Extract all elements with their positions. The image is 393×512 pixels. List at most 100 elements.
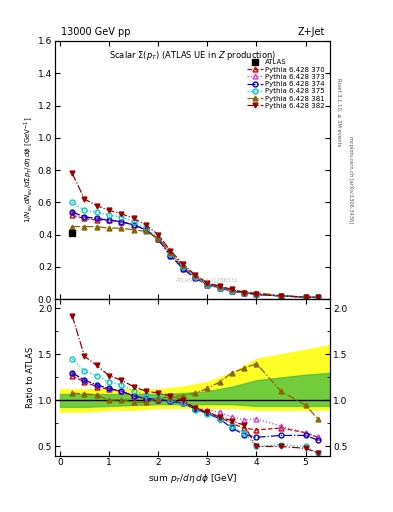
Pythia 6.428 381: [316, 294, 320, 301]
Pythia 6.428 375: [131, 219, 136, 225]
Pythia 6.428 370: [119, 219, 124, 225]
Line: Pythia 6.428 373: Pythia 6.428 373: [70, 209, 320, 300]
Pythia 6.428 373: [180, 265, 185, 271]
Line: Pythia 6.428 382: Pythia 6.428 382: [70, 171, 320, 300]
Pythia 6.428 370: [70, 212, 75, 218]
Pythia 6.428 370: [107, 217, 112, 223]
Pythia 6.428 370: [303, 294, 308, 300]
Pythia 6.428 375: [119, 214, 124, 220]
Pythia 6.428 374: [94, 216, 99, 222]
Pythia 6.428 375: [205, 282, 210, 288]
Line: Pythia 6.428 370: Pythia 6.428 370: [70, 213, 320, 300]
Pythia 6.428 373: [119, 219, 124, 225]
Pythia 6.428 373: [193, 275, 197, 281]
Line: Pythia 6.428 374: Pythia 6.428 374: [70, 209, 320, 300]
Pythia 6.428 370: [131, 222, 136, 228]
Pythia 6.428 373: [303, 294, 308, 300]
Pythia 6.428 381: [193, 272, 197, 278]
Pythia 6.428 374: [82, 214, 87, 220]
Pythia 6.428 373: [94, 216, 99, 222]
Pythia 6.428 381: [143, 228, 148, 234]
Pythia 6.428 370: [316, 294, 320, 301]
Pythia 6.428 370: [217, 285, 222, 291]
Pythia 6.428 370: [242, 290, 246, 296]
Pythia 6.428 374: [316, 294, 320, 301]
Pythia 6.428 373: [143, 227, 148, 233]
Text: Rivet 3.1.10, ≥ 3M events: Rivet 3.1.10, ≥ 3M events: [336, 78, 341, 147]
Pythia 6.428 373: [316, 294, 320, 301]
Pythia 6.428 374: [193, 275, 197, 281]
Pythia 6.428 370: [143, 227, 148, 233]
Pythia 6.428 382: [217, 283, 222, 289]
Pythia 6.428 374: [156, 237, 161, 243]
Pythia 6.428 374: [217, 285, 222, 291]
Pythia 6.428 374: [180, 265, 185, 271]
Pythia 6.428 374: [205, 282, 210, 288]
Legend: ATLAS, Pythia 6.428 370, Pythia 6.428 373, Pythia 6.428 374, Pythia 6.428 375, P: ATLAS, Pythia 6.428 370, Pythia 6.428 37…: [245, 57, 327, 111]
Pythia 6.428 370: [156, 237, 161, 243]
Pythia 6.428 375: [107, 212, 112, 218]
Pythia 6.428 375: [279, 293, 283, 299]
Pythia 6.428 370: [168, 251, 173, 257]
Pythia 6.428 381: [70, 223, 75, 229]
X-axis label: sum $p_T/d\eta\,d\phi$ [GeV]: sum $p_T/d\eta\,d\phi$ [GeV]: [148, 472, 237, 485]
Pythia 6.428 375: [156, 235, 161, 241]
Pythia 6.428 373: [230, 288, 234, 294]
Pythia 6.428 370: [205, 282, 210, 288]
Pythia 6.428 381: [230, 286, 234, 292]
Text: Scalar $\Sigma(p_T)$ (ATLAS UE in $Z$ production): Scalar $\Sigma(p_T)$ (ATLAS UE in $Z$ pr…: [109, 49, 276, 62]
Pythia 6.428 375: [316, 294, 320, 301]
Pythia 6.428 382: [168, 248, 173, 254]
Pythia 6.428 381: [303, 294, 308, 300]
Pythia 6.428 375: [230, 288, 234, 294]
Y-axis label: $1/N_\mathrm{ev}\,dN_\mathrm{ev}/d\Sigma p_T/d\eta\,d\phi\;[\mathrm{GeV}^{-1}]$: $1/N_\mathrm{ev}\,dN_\mathrm{ev}/d\Sigma…: [22, 117, 35, 223]
Pythia 6.428 375: [180, 264, 185, 270]
Pythia 6.428 382: [143, 222, 148, 228]
Pythia 6.428 382: [180, 261, 185, 267]
Pythia 6.428 375: [70, 199, 75, 205]
Pythia 6.428 370: [279, 293, 283, 299]
Text: mcplots.cern.ch [arXiv:1306.3436]: mcplots.cern.ch [arXiv:1306.3436]: [348, 136, 353, 223]
Pythia 6.428 375: [193, 273, 197, 280]
Pythia 6.428 373: [70, 209, 75, 215]
Pythia 6.428 370: [82, 216, 87, 222]
Pythia 6.428 382: [82, 196, 87, 202]
Pythia 6.428 382: [107, 207, 112, 214]
Pythia 6.428 370: [180, 264, 185, 270]
Pythia 6.428 374: [303, 294, 308, 300]
Pythia 6.428 373: [82, 214, 87, 220]
Pythia 6.428 382: [303, 294, 308, 300]
Pythia 6.428 374: [168, 252, 173, 259]
Pythia 6.428 373: [131, 222, 136, 228]
Pythia 6.428 381: [205, 280, 210, 286]
Pythia 6.428 381: [180, 262, 185, 268]
Pythia 6.428 382: [156, 231, 161, 238]
Pythia 6.428 374: [131, 222, 136, 228]
Pythia 6.428 375: [242, 290, 246, 296]
Text: Z+Jet: Z+Jet: [297, 27, 325, 37]
Pythia 6.428 374: [70, 209, 75, 215]
Pythia 6.428 375: [254, 291, 259, 297]
Pythia 6.428 373: [168, 252, 173, 259]
Pythia 6.428 370: [193, 273, 197, 280]
Pythia 6.428 382: [193, 272, 197, 278]
Pythia 6.428 374: [279, 293, 283, 299]
Pythia 6.428 374: [254, 291, 259, 297]
Pythia 6.428 381: [156, 235, 161, 241]
Line: Pythia 6.428 375: Pythia 6.428 375: [70, 200, 320, 300]
Pythia 6.428 381: [168, 249, 173, 255]
Pythia 6.428 370: [254, 291, 259, 297]
Line: Pythia 6.428 381: Pythia 6.428 381: [70, 224, 320, 300]
Pythia 6.428 375: [217, 285, 222, 291]
Pythia 6.428 374: [230, 288, 234, 294]
Pythia 6.428 373: [242, 290, 246, 296]
Pythia 6.428 374: [107, 217, 112, 223]
Pythia 6.428 381: [94, 223, 99, 229]
Pythia 6.428 375: [143, 225, 148, 231]
Pythia 6.428 382: [254, 291, 259, 297]
Pythia 6.428 373: [107, 217, 112, 223]
Pythia 6.428 373: [254, 291, 259, 297]
Pythia 6.428 374: [242, 290, 246, 296]
Y-axis label: Ratio to ATLAS: Ratio to ATLAS: [26, 347, 35, 408]
Pythia 6.428 375: [94, 209, 99, 215]
